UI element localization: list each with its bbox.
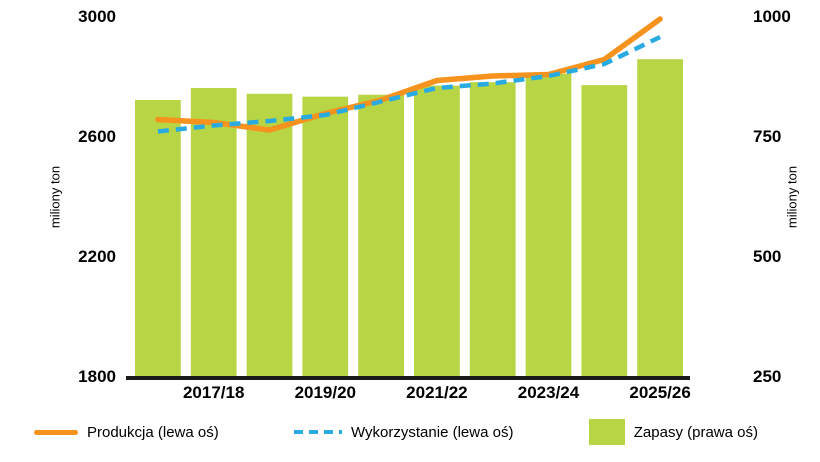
right-axis-title: miliony ton [784,165,800,229]
svg-text:3000: 3000 [78,7,116,26]
svg-text:2200: 2200 [78,247,116,266]
legend-label-wykorzystanie: Wykorzystanie (lewa oś) [351,423,514,441]
chart-canvas: 1800 2200 2600 3000 250 500 750 1000 2017/18 2019… [78,7,791,402]
wykorzystanie-line-swatch [294,430,343,434]
svg-text:2600: 2600 [78,127,116,146]
svg-text:250: 250 [753,367,781,386]
produkcja-line-swatch [34,429,78,435]
svg-text:500: 500 [753,247,781,266]
legend-label-zapasy: Zapasy (prawa oś) [633,423,758,441]
zapasy-box-swatch [588,419,625,445]
legend-label-produkcja: Produkcja (lewa oś) [87,423,219,441]
svg-text:2025/26: 2025/26 [629,383,690,402]
svg-text:2017/18: 2017/18 [183,383,244,402]
legend-item-produkcja: Produkcja (lewa oś) [34,424,219,441]
svg-text:2023/24: 2023/24 [518,383,580,402]
legend-item-zapasy: Zapasy (prawa oś) [588,419,758,445]
svg-text:2021/22: 2021/22 [406,383,467,402]
svg-text:2019/20: 2019/20 [295,383,356,402]
chart-legend: Produkcja (lewa oś) Wykorzystanie (lewa … [34,410,758,454]
svg-text:1800: 1800 [78,367,116,386]
legend-item-wykorzystanie: Wykorzystanie (lewa oś) [294,424,513,441]
svg-text:750: 750 [753,127,781,146]
left-axis-title: miliony ton [47,165,63,229]
svg-text:1000: 1000 [753,7,791,26]
